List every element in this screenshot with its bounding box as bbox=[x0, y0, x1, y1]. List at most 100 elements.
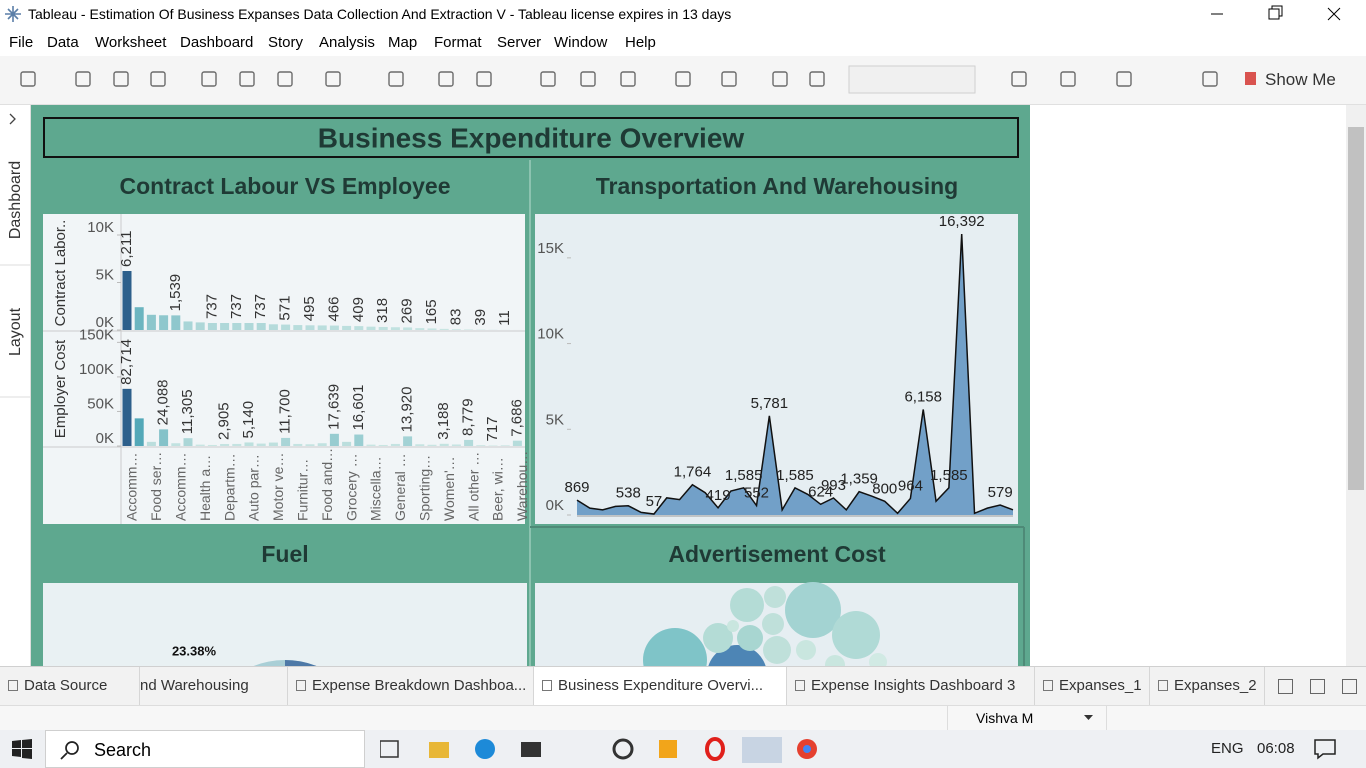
data-label: 5,140 bbox=[240, 401, 257, 439]
bar bbox=[293, 443, 303, 446]
side-tab[interactable]: Layout bbox=[7, 307, 24, 356]
taskbar-apps[interactable] bbox=[380, 737, 830, 763]
tab-label: Expense Breakdown Dashboa... bbox=[312, 677, 527, 694]
panel-title: Fuel bbox=[261, 541, 308, 567]
toolbar-icon[interactable] bbox=[620, 71, 636, 87]
menu-item[interactable]: Format bbox=[434, 34, 482, 51]
menu-item[interactable]: Story bbox=[268, 34, 304, 51]
y-tick-label: 0K bbox=[546, 497, 564, 514]
y-tick-label: 0K bbox=[96, 314, 114, 331]
data-label: 6,211 bbox=[118, 231, 135, 267]
toolbar-icon[interactable] bbox=[201, 71, 217, 87]
side-tab[interactable]: Dashboard bbox=[7, 161, 24, 239]
toolbar-icon[interactable] bbox=[277, 71, 293, 87]
bar bbox=[195, 322, 205, 330]
toolbar-icon[interactable] bbox=[809, 71, 825, 87]
sheet-tab[interactable]: Expense Insights Dashboard 3 bbox=[787, 667, 1035, 705]
toolbar-icon[interactable] bbox=[388, 71, 404, 87]
toolbar-icon[interactable] bbox=[476, 71, 492, 87]
sheet-tab[interactable]: Expanses_1 bbox=[1035, 667, 1150, 705]
menu-item[interactable]: Map bbox=[388, 34, 418, 51]
scroll-thumb[interactable] bbox=[1348, 127, 1364, 490]
toolbar bbox=[0, 56, 1366, 105]
sheet-tab[interactable]: nd Warehousing bbox=[140, 667, 288, 705]
data-label: 1,585 bbox=[930, 467, 968, 484]
toolbar-icon[interactable] bbox=[1116, 71, 1132, 87]
toolbar-icon[interactable] bbox=[540, 71, 556, 87]
tab-icon bbox=[296, 680, 306, 691]
tab-icon bbox=[1043, 680, 1053, 691]
search-box[interactable]: Search bbox=[45, 730, 365, 768]
toolbar-icon[interactable] bbox=[75, 71, 91, 87]
toolbar-icon[interactable] bbox=[438, 71, 454, 87]
data-label: 23.38% bbox=[172, 643, 217, 658]
user-box[interactable]: Vishva M bbox=[947, 706, 1107, 730]
new-sheet-button[interactable] bbox=[1342, 679, 1357, 694]
clock[interactable]: 06:08 bbox=[1257, 740, 1295, 757]
sheet-tab[interactable]: Expanses_2 bbox=[1150, 667, 1265, 705]
bar bbox=[403, 327, 413, 330]
category-label: Miscella… bbox=[368, 456, 384, 521]
data-label: 1,539 bbox=[167, 274, 184, 312]
sheet-tab[interactable]: Data Source bbox=[0, 667, 140, 705]
menu-item[interactable]: File bbox=[9, 34, 34, 51]
bar bbox=[207, 322, 217, 330]
title-bar: Tableau - Estimation Of Business Expanse… bbox=[0, 0, 1366, 28]
bar bbox=[390, 443, 400, 446]
menu-item[interactable]: Help bbox=[625, 34, 656, 51]
data-label: 16,601 bbox=[350, 385, 367, 431]
language[interactable]: ENG bbox=[1211, 740, 1244, 757]
menu-item[interactable]: Data bbox=[47, 34, 79, 51]
toolbar-icon[interactable] bbox=[1202, 71, 1218, 87]
bar bbox=[159, 315, 169, 330]
menu-item[interactable]: Dashboard bbox=[180, 34, 254, 51]
toolbar-icon[interactable] bbox=[325, 71, 341, 87]
data-label: 269 bbox=[399, 298, 416, 323]
bar bbox=[256, 443, 266, 446]
tab-label: Expanses_1 bbox=[1059, 677, 1142, 694]
notifications[interactable] bbox=[1313, 738, 1337, 760]
toolbar-icon[interactable] bbox=[580, 71, 596, 87]
category-label: Accomm… bbox=[173, 453, 189, 521]
panel-title: Contract Labour VS Employee bbox=[119, 173, 450, 199]
data-label: 39 bbox=[472, 309, 489, 326]
toolbar-icon[interactable] bbox=[113, 71, 129, 87]
toolbar-icon[interactable] bbox=[150, 71, 166, 87]
toolbar-icon[interactable] bbox=[1060, 71, 1076, 87]
bar bbox=[427, 444, 437, 446]
menu-item[interactable]: Window bbox=[554, 34, 608, 51]
window-controls[interactable] bbox=[1190, 0, 1366, 28]
start-button[interactable] bbox=[12, 739, 34, 759]
scrollbar[interactable] bbox=[1346, 105, 1366, 666]
data-label: 717 bbox=[484, 416, 501, 441]
new-sheet-button[interactable] bbox=[1278, 679, 1293, 694]
toolbar-icon[interactable] bbox=[20, 71, 36, 87]
app-icon bbox=[5, 6, 21, 22]
toolbar-icon[interactable] bbox=[1011, 71, 1027, 87]
bar bbox=[195, 444, 205, 446]
menu-bar: File Data Worksheet Dashboard Story Analysis M… bbox=[0, 28, 1366, 56]
toolbar-dropdown[interactable] bbox=[848, 65, 976, 94]
toolbar-icon[interactable] bbox=[239, 71, 255, 87]
category-label: Sporting… bbox=[417, 455, 433, 521]
bar bbox=[464, 439, 474, 446]
show-me-button[interactable]: Show Me bbox=[1265, 70, 1336, 89]
bar bbox=[268, 442, 278, 446]
menu-item[interactable]: Worksheet bbox=[95, 34, 167, 51]
bar bbox=[329, 325, 339, 330]
toolbar-icon[interactable] bbox=[772, 71, 788, 87]
toolbar-icon[interactable] bbox=[721, 71, 737, 87]
data-label: 552 bbox=[744, 485, 769, 502]
bar bbox=[317, 325, 327, 330]
menu-item[interactable]: Server bbox=[497, 34, 542, 51]
bar bbox=[244, 322, 254, 330]
sheet-tab[interactable]: Business Expenditure Overvi... bbox=[534, 667, 787, 705]
sheet-tab[interactable]: Expense Breakdown Dashboa... bbox=[288, 667, 534, 705]
menu-item[interactable]: Analysis bbox=[319, 34, 375, 51]
new-sheet-button[interactable] bbox=[1310, 679, 1325, 694]
category-label: Motor ve… bbox=[270, 453, 286, 521]
bar bbox=[232, 443, 242, 446]
data-label: 6,158 bbox=[904, 388, 942, 405]
toolbar-icon[interactable] bbox=[675, 71, 691, 87]
tab-icon bbox=[542, 680, 552, 691]
